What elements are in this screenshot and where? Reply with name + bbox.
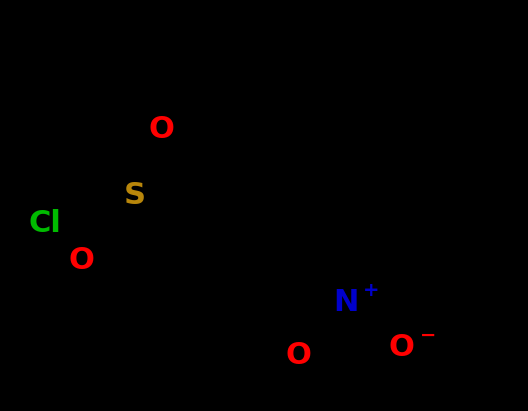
Text: Cl: Cl xyxy=(29,210,61,238)
Text: −: − xyxy=(419,326,436,345)
Text: O: O xyxy=(148,115,174,144)
Text: S: S xyxy=(124,181,146,210)
Text: O: O xyxy=(69,247,95,275)
Text: O: O xyxy=(285,341,312,370)
Text: O: O xyxy=(388,333,414,362)
Text: N: N xyxy=(333,288,359,316)
Text: +: + xyxy=(363,281,380,300)
